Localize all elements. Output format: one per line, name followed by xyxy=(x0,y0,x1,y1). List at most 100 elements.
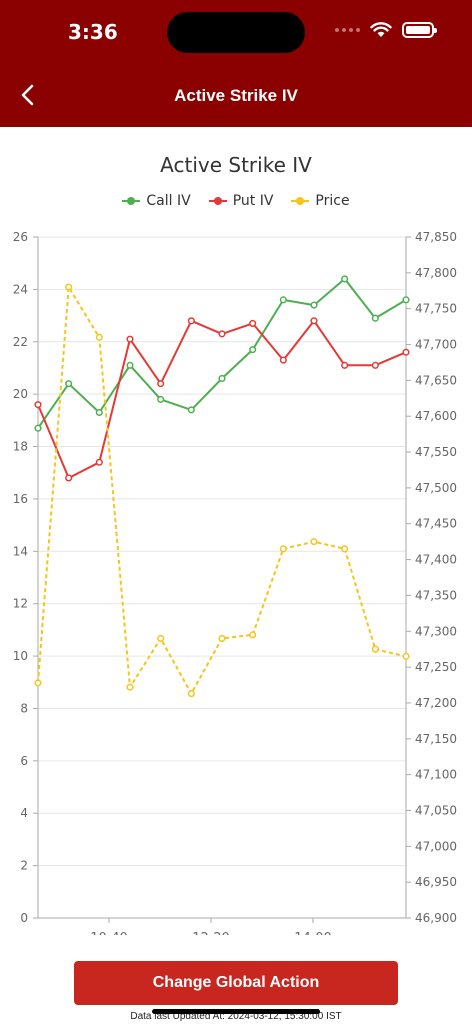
legend-label: Call IV xyxy=(146,193,191,209)
data-point-price xyxy=(65,283,73,291)
legend-price[interactable]: Price xyxy=(291,193,350,209)
data-point-price xyxy=(95,333,103,341)
left-tick-label: 10 xyxy=(13,649,28,663)
left-tick-label: 24 xyxy=(13,282,28,296)
data-point-call-iv xyxy=(187,406,195,414)
back-button[interactable] xyxy=(12,80,42,110)
right-tick-label: 47,850 xyxy=(415,230,457,244)
left-tick-label: 4 xyxy=(20,806,28,820)
right-tick-label: 47,200 xyxy=(415,696,457,710)
battery-icon xyxy=(402,22,437,38)
right-tick-label: 47,000 xyxy=(415,839,457,853)
left-tick-label: 20 xyxy=(13,387,28,401)
right-tick-label: 46,950 xyxy=(415,875,457,889)
data-point-put-iv xyxy=(371,361,379,369)
right-tick-label: 47,550 xyxy=(415,445,457,459)
left-tick-label: 8 xyxy=(20,701,28,715)
right-tick-label: 47,050 xyxy=(415,803,457,817)
right-tick-label: 47,350 xyxy=(415,588,457,602)
data-point-price xyxy=(371,645,379,653)
status-icons xyxy=(335,22,437,38)
wifi-icon xyxy=(370,22,392,37)
data-point-put-iv xyxy=(249,319,257,327)
legend-put-iv[interactable]: Put IV xyxy=(208,193,274,209)
data-point-price xyxy=(34,679,42,687)
series-line-price xyxy=(37,286,407,695)
data-point-call-iv xyxy=(279,296,287,304)
chevron-left-icon xyxy=(21,84,34,106)
iv-line-chart: 0246810121416182022242646,90046,95047,00… xyxy=(13,230,457,935)
right-tick-label: 47,100 xyxy=(415,768,457,782)
data-point-price xyxy=(126,683,134,691)
left-tick-label: 22 xyxy=(13,335,28,349)
data-point-put-iv xyxy=(157,380,165,388)
data-point-put-iv xyxy=(341,361,349,369)
legend-call-iv[interactable]: Call IV xyxy=(122,193,191,209)
dynamic-island xyxy=(167,12,305,53)
status-time: 3:36 xyxy=(68,20,118,44)
data-point-call-iv xyxy=(34,424,42,432)
data-point-price xyxy=(402,652,410,660)
data-point-call-iv xyxy=(126,361,134,369)
legend-swatch-icon xyxy=(122,196,141,206)
data-point-call-iv xyxy=(95,408,103,417)
data-point-put-iv xyxy=(310,317,318,325)
left-tick-label: 2 xyxy=(20,859,28,873)
app-header: 3:36 Active Strike IV xyxy=(0,0,472,127)
data-point-call-iv xyxy=(310,301,318,309)
x-tick-label: 10:40 xyxy=(90,931,127,935)
legend-swatch-icon xyxy=(208,196,227,206)
data-point-call-iv xyxy=(371,314,379,322)
right-tick-label: 47,300 xyxy=(415,624,457,638)
data-point-call-iv xyxy=(402,296,410,304)
left-tick-label: 18 xyxy=(13,440,28,454)
legend-label: Price xyxy=(315,193,350,209)
left-tick-label: 26 xyxy=(13,230,28,244)
data-point-call-iv xyxy=(341,275,349,283)
data-point-price xyxy=(187,690,195,698)
signal-icon xyxy=(335,28,360,32)
last-updated-text: Data last Updated At: 2024-03-12, 15:30:… xyxy=(130,1011,342,1022)
data-point-put-iv xyxy=(279,356,287,364)
right-tick-label: 47,450 xyxy=(415,517,457,531)
data-point-price xyxy=(279,545,287,553)
data-point-put-iv xyxy=(95,458,103,466)
left-tick-label: 6 xyxy=(20,754,28,768)
series-line-call-iv xyxy=(37,277,407,429)
left-tick-label: 14 xyxy=(13,544,28,558)
legend-swatch-icon xyxy=(291,196,310,206)
data-point-price xyxy=(157,634,165,642)
data-point-price xyxy=(341,545,349,553)
x-tick-label: 14:00 xyxy=(294,931,331,935)
left-tick-label: 12 xyxy=(13,597,28,611)
data-point-call-iv xyxy=(157,395,165,403)
data-point-call-iv xyxy=(249,346,257,354)
chart-title: Active Strike IV xyxy=(160,153,312,177)
data-point-put-iv xyxy=(218,330,226,338)
right-tick-label: 47,800 xyxy=(415,266,457,280)
legend-label: Put IV xyxy=(232,193,274,209)
left-tick-label: 16 xyxy=(13,492,28,506)
right-tick-label: 47,700 xyxy=(415,338,457,352)
data-point-put-iv xyxy=(65,474,73,482)
data-point-put-iv xyxy=(402,348,410,356)
right-tick-label: 47,750 xyxy=(415,302,457,316)
data-point-price xyxy=(310,538,318,546)
chart-legend: Call IV Put IV Price xyxy=(0,193,472,209)
home-indicator xyxy=(152,1009,320,1014)
series-line-put-iv xyxy=(37,319,407,479)
right-tick-label: 47,150 xyxy=(415,732,457,746)
left-tick-label: 0 xyxy=(20,911,28,925)
right-tick-label: 47,500 xyxy=(415,481,457,495)
page-title: Active Strike IV xyxy=(174,86,298,105)
change-global-action-button[interactable]: Change Global Action xyxy=(74,961,398,1005)
right-tick-label: 46,900 xyxy=(415,911,457,925)
data-point-price xyxy=(218,634,226,642)
data-point-put-iv xyxy=(126,335,134,343)
data-point-call-iv xyxy=(65,380,73,388)
right-tick-label: 47,600 xyxy=(415,409,457,423)
x-tick-label: 12:20 xyxy=(192,931,229,935)
data-point-price xyxy=(249,631,257,639)
data-point-put-iv xyxy=(187,317,195,325)
right-tick-label: 47,650 xyxy=(415,373,457,387)
